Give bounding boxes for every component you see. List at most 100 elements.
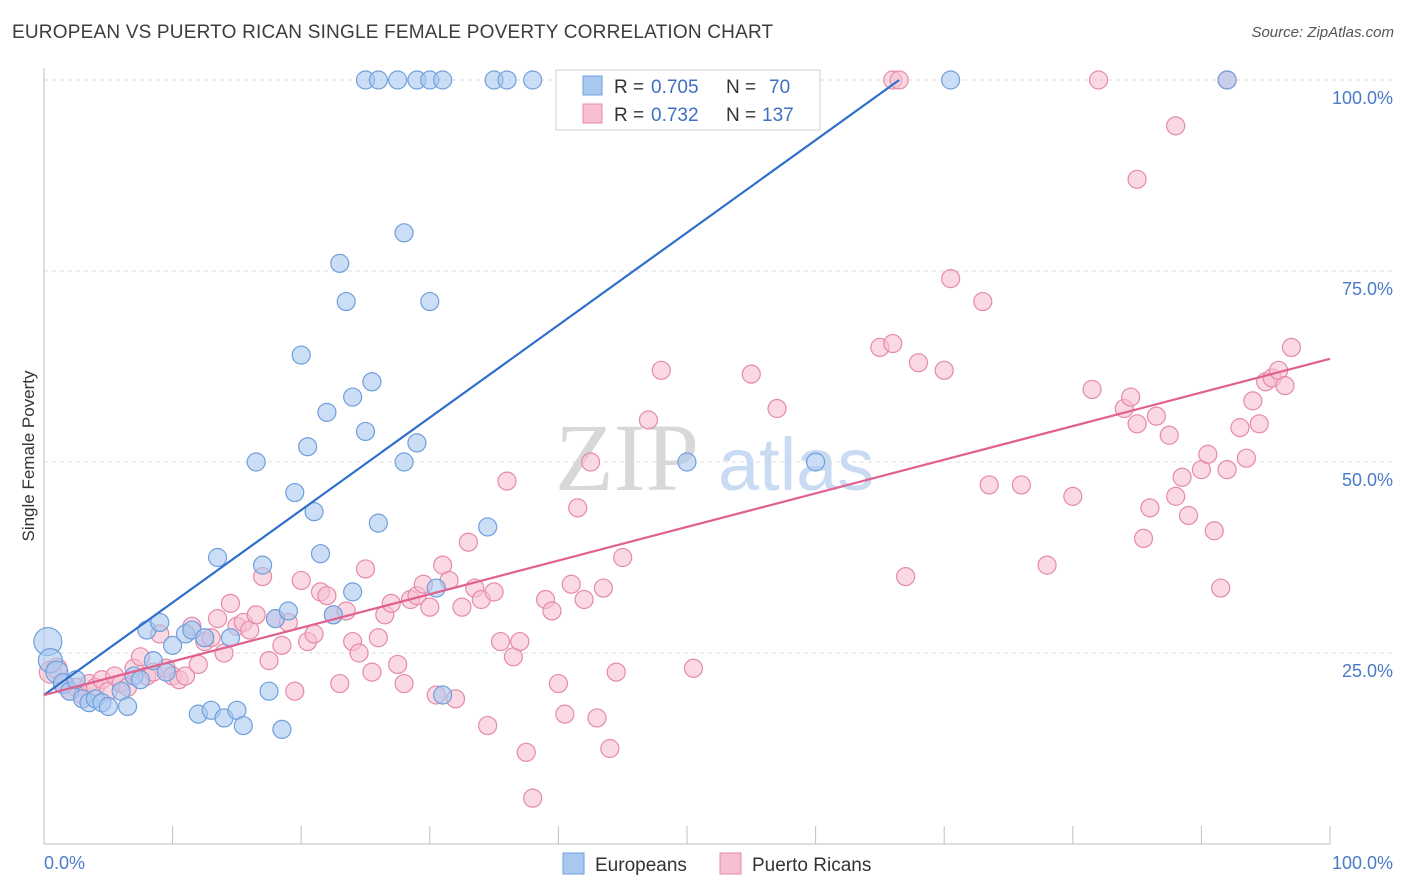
european-point xyxy=(362,372,382,392)
puerto-rican-point xyxy=(497,471,517,491)
legend-r-label-puerto-ricans: R = xyxy=(614,105,644,126)
legend-r-value-puerto-ricans: 0.732 xyxy=(651,105,699,126)
european-point xyxy=(195,628,215,648)
european-point xyxy=(433,70,453,90)
legend-n-value-puerto-ricans: 137 xyxy=(762,105,794,126)
puerto-rican-point xyxy=(272,635,292,655)
puerto-rican-point xyxy=(896,566,916,587)
puerto-rican-point xyxy=(1166,486,1186,506)
european-point xyxy=(272,719,292,740)
european-point xyxy=(394,452,414,472)
european-point xyxy=(304,502,324,522)
puerto-rican-point xyxy=(484,582,504,602)
puerto-rican-point xyxy=(523,788,543,808)
european-point xyxy=(941,70,961,90)
legend-n-label-europeans: N = xyxy=(726,77,756,98)
puerto-rican-point xyxy=(1178,505,1199,526)
puerto-rican-point xyxy=(478,715,498,736)
european-point xyxy=(336,291,356,312)
puerto-rican-point xyxy=(355,559,376,579)
x-tick-marks xyxy=(43,826,1331,844)
puerto-rican-point xyxy=(1037,555,1057,575)
european-point xyxy=(253,555,273,575)
chart-title: EUROPEAN VS PUERTO RICAN SINGLE FEMALE P… xyxy=(12,22,774,43)
puerto-rican-point xyxy=(516,742,536,762)
puerto-rican-point xyxy=(613,547,633,568)
puerto-rican-point xyxy=(651,360,671,380)
european-point xyxy=(233,715,253,736)
puerto-rican-point xyxy=(246,605,266,625)
series-legend-swatch-europeans xyxy=(562,852,585,875)
y-tick-label-100: 100.0% xyxy=(1332,88,1393,108)
puerto-rican-point xyxy=(317,586,337,606)
puerto-rican-point xyxy=(1204,521,1224,541)
puerto-rican-point xyxy=(683,658,704,678)
european-point xyxy=(368,70,388,90)
european-point xyxy=(433,685,453,705)
puerto-rican-point xyxy=(285,681,305,701)
european-point xyxy=(163,635,183,655)
puerto-rican-point xyxy=(568,498,588,518)
legend-r-value-europeans: 0.705 xyxy=(651,77,699,98)
series-legend-label-europeans: Europeans xyxy=(595,855,687,876)
watermark-atlas: atlas xyxy=(718,423,874,506)
european-trend-line xyxy=(43,79,900,696)
y-tick-labels: 25.0% 50.0% 75.0% 100.0% xyxy=(1332,88,1393,681)
puerto-rican-point xyxy=(388,654,408,675)
x-tick-label-min: 0.0% xyxy=(44,853,85,873)
trend-lines xyxy=(43,79,1331,697)
puerto-rican-point xyxy=(1121,387,1141,407)
watermark: ZIP atlas xyxy=(555,404,874,511)
legend-swatch-europeans xyxy=(582,75,603,96)
puerto-rican-point xyxy=(600,738,620,759)
european-point xyxy=(407,433,427,453)
puerto-rican-point xyxy=(561,574,581,594)
puerto-rican-point xyxy=(638,410,659,430)
puerto-rican-point xyxy=(220,593,241,613)
european-point xyxy=(285,482,305,503)
puerto-rican-point xyxy=(1211,578,1231,598)
puerto-rican-point xyxy=(420,597,440,617)
puerto-rican-point xyxy=(1011,475,1031,495)
puerto-rican-point xyxy=(548,673,569,694)
european-point xyxy=(278,601,298,621)
puerto-rican-point xyxy=(208,609,228,629)
chart-source: Source: ZipAtlas.com xyxy=(1251,24,1394,41)
puerto-rican-trend-line xyxy=(43,357,1331,697)
puerto-rican-point xyxy=(188,654,208,675)
series-legend-label-puerto-ricans: Puerto Ricans xyxy=(752,855,871,876)
european-point xyxy=(298,437,318,457)
y-tick-label-50: 50.0% xyxy=(1342,470,1393,490)
european-point xyxy=(246,452,266,472)
puerto-rican-point xyxy=(580,452,601,472)
puerto-rican-point xyxy=(1249,414,1269,434)
puerto-rican-point xyxy=(741,364,761,384)
puerto-rican-point xyxy=(908,353,929,373)
puerto-rican-point xyxy=(1166,116,1186,136)
puerto-rican-point xyxy=(973,291,993,312)
european-point xyxy=(420,291,440,312)
european-point xyxy=(330,253,350,273)
european-point xyxy=(150,612,170,633)
european-point xyxy=(259,681,279,701)
puerto-rican-point xyxy=(555,704,575,724)
puerto-rican-point xyxy=(1230,418,1250,438)
legend-n-value-europeans: 70 xyxy=(769,77,790,98)
y-tick-label-25: 25.0% xyxy=(1342,661,1393,681)
puerto-rican-point xyxy=(941,269,961,289)
puerto-rican-point xyxy=(175,666,196,686)
legend-swatch-puerto-ricans xyxy=(582,103,603,124)
european-point xyxy=(117,696,138,717)
european-points xyxy=(33,70,1237,740)
puerto-rican-point xyxy=(587,708,607,728)
puerto-rican-point xyxy=(394,673,414,694)
european-point xyxy=(394,223,414,243)
puerto-rican-point xyxy=(1127,169,1147,189)
european-point xyxy=(130,670,151,690)
puerto-rican-point xyxy=(1275,376,1295,396)
puerto-rican-point xyxy=(362,662,382,682)
puerto-rican-point xyxy=(979,475,999,495)
puerto-rican-point xyxy=(349,643,369,663)
puerto-rican-point xyxy=(1243,391,1263,411)
